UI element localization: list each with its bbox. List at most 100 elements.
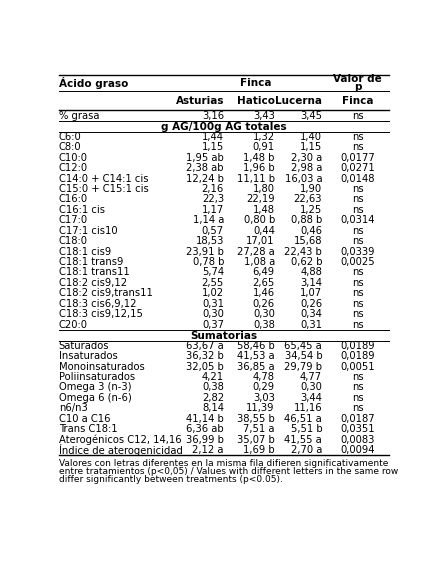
Text: C18:3 cis9,12,15: C18:3 cis9,12,15 [59, 309, 142, 319]
Text: ns: ns [352, 142, 364, 152]
Text: 15,68: 15,68 [294, 236, 322, 246]
Text: 0,57: 0,57 [202, 226, 224, 236]
Text: 36,85 a: 36,85 a [237, 362, 275, 371]
Text: 2,38 ab: 2,38 ab [187, 163, 224, 173]
Text: 1,80: 1,80 [253, 184, 275, 194]
Text: 0,0187: 0,0187 [340, 414, 375, 424]
Text: 2,55: 2,55 [202, 278, 224, 288]
Text: C10:0: C10:0 [59, 152, 88, 163]
Text: 0,38: 0,38 [253, 320, 275, 329]
Text: 3,45: 3,45 [300, 111, 322, 121]
Text: 0,91: 0,91 [253, 142, 275, 152]
Text: 0,30: 0,30 [253, 309, 275, 319]
Text: g AG/100g AG totales: g AG/100g AG totales [161, 121, 287, 132]
Text: 35,07 b: 35,07 b [237, 435, 275, 445]
Text: 17,01: 17,01 [246, 236, 275, 246]
Text: ns: ns [352, 278, 364, 288]
Text: 7,51 a: 7,51 a [243, 424, 275, 434]
Text: ns: ns [352, 382, 364, 393]
Text: 2,70 a: 2,70 a [291, 445, 322, 455]
Text: 0,0339: 0,0339 [340, 246, 375, 257]
Text: 16,03 a: 16,03 a [284, 174, 322, 183]
Text: 0,30: 0,30 [300, 382, 322, 393]
Text: 0,26: 0,26 [300, 299, 322, 309]
Text: 38,55 b: 38,55 b [237, 414, 275, 424]
Text: 29,79 b: 29,79 b [284, 362, 322, 371]
Text: C17:1 cis10: C17:1 cis10 [59, 226, 117, 236]
Text: 0,80 b: 0,80 b [243, 215, 275, 225]
Text: Finca: Finca [342, 96, 374, 105]
Text: C15:0 + C15:1 cis: C15:0 + C15:1 cis [59, 184, 149, 194]
Text: 1,48: 1,48 [253, 205, 275, 215]
Text: 1,08 a: 1,08 a [243, 257, 275, 267]
Text: C18:1 trans11: C18:1 trans11 [59, 268, 129, 277]
Text: 0,0094: 0,0094 [340, 445, 375, 455]
Text: 0,0177: 0,0177 [340, 152, 375, 163]
Text: ns: ns [352, 299, 364, 309]
Text: 6,49: 6,49 [253, 268, 275, 277]
Text: Hatico: Hatico [237, 96, 275, 105]
Text: 2,30 a: 2,30 a [291, 152, 322, 163]
Text: ns: ns [352, 320, 364, 329]
Text: 4,21: 4,21 [202, 372, 224, 382]
Text: 12,24 b: 12,24 b [186, 174, 224, 183]
Text: 5,74: 5,74 [202, 268, 224, 277]
Text: C17:0: C17:0 [59, 215, 88, 225]
Text: 3,16: 3,16 [202, 111, 224, 121]
Text: 1,15: 1,15 [300, 142, 322, 152]
Text: 27,28 a: 27,28 a [237, 246, 275, 257]
Text: C18:1 trans9: C18:1 trans9 [59, 257, 123, 267]
Text: 22,3: 22,3 [202, 194, 224, 205]
Text: 36,99 b: 36,99 b [186, 435, 224, 445]
Text: 0,30: 0,30 [202, 309, 224, 319]
Text: Insaturados: Insaturados [59, 351, 118, 361]
Text: 1,90: 1,90 [300, 184, 322, 194]
Text: ns: ns [352, 184, 364, 194]
Text: Finca: Finca [240, 78, 272, 88]
Text: 6,36 ab: 6,36 ab [186, 424, 224, 434]
Text: 0,0351: 0,0351 [340, 424, 375, 434]
Text: ns: ns [352, 393, 364, 403]
Text: % grasa: % grasa [59, 111, 99, 121]
Text: p: p [354, 82, 361, 92]
Text: Valor de: Valor de [333, 74, 382, 84]
Text: differ significantly between treatments (p<0.05).: differ significantly between treatments … [59, 474, 283, 484]
Text: Aterogénicos C12, 14,16: Aterogénicos C12, 14,16 [59, 434, 181, 445]
Text: 0,29: 0,29 [253, 382, 275, 393]
Text: 0,0051: 0,0051 [340, 362, 375, 371]
Text: 22,43 b: 22,43 b [284, 246, 322, 257]
Text: C6:0: C6:0 [59, 132, 81, 142]
Text: 0,46: 0,46 [300, 226, 322, 236]
Text: 5,51 b: 5,51 b [291, 424, 322, 434]
Text: 32,05 b: 32,05 b [186, 362, 224, 371]
Text: C12:0: C12:0 [59, 163, 88, 173]
Text: 0,26: 0,26 [253, 299, 275, 309]
Text: 0,0148: 0,0148 [340, 174, 375, 183]
Text: 22,19: 22,19 [246, 194, 275, 205]
Text: C18:2 cis9,12: C18:2 cis9,12 [59, 278, 127, 288]
Text: 0,78 b: 0,78 b [193, 257, 224, 267]
Text: Omega 3 (n-3): Omega 3 (n-3) [59, 382, 131, 393]
Text: 0,37: 0,37 [202, 320, 224, 329]
Text: 8,14: 8,14 [202, 403, 224, 413]
Text: C18:2 cis9,trans11: C18:2 cis9,trans11 [59, 288, 153, 299]
Text: 46,51 a: 46,51 a [284, 414, 322, 424]
Text: Ácido graso: Ácido graso [59, 77, 128, 89]
Text: C18:1 cis9: C18:1 cis9 [59, 246, 111, 257]
Text: ns: ns [352, 372, 364, 382]
Text: 2,82: 2,82 [202, 393, 224, 403]
Text: 58,46 b: 58,46 b [237, 341, 275, 351]
Text: Lucerna: Lucerna [275, 96, 322, 105]
Text: 0,0083: 0,0083 [340, 435, 375, 445]
Text: 1,46: 1,46 [253, 288, 275, 299]
Text: 0,0271: 0,0271 [340, 163, 375, 173]
Text: 1,95 ab: 1,95 ab [186, 152, 224, 163]
Text: 18,53: 18,53 [196, 236, 224, 246]
Text: 0,38: 0,38 [202, 382, 224, 393]
Text: 1,07: 1,07 [300, 288, 322, 299]
Text: 1,69 b: 1,69 b [243, 445, 275, 455]
Text: 4,77: 4,77 [300, 372, 322, 382]
Text: entre tratamientos (p<0,05) / Values with different letters in the same row: entre tratamientos (p<0,05) / Values wit… [59, 466, 398, 476]
Text: 1,02: 1,02 [202, 288, 224, 299]
Text: C18:3 cis6,9,12: C18:3 cis6,9,12 [59, 299, 136, 309]
